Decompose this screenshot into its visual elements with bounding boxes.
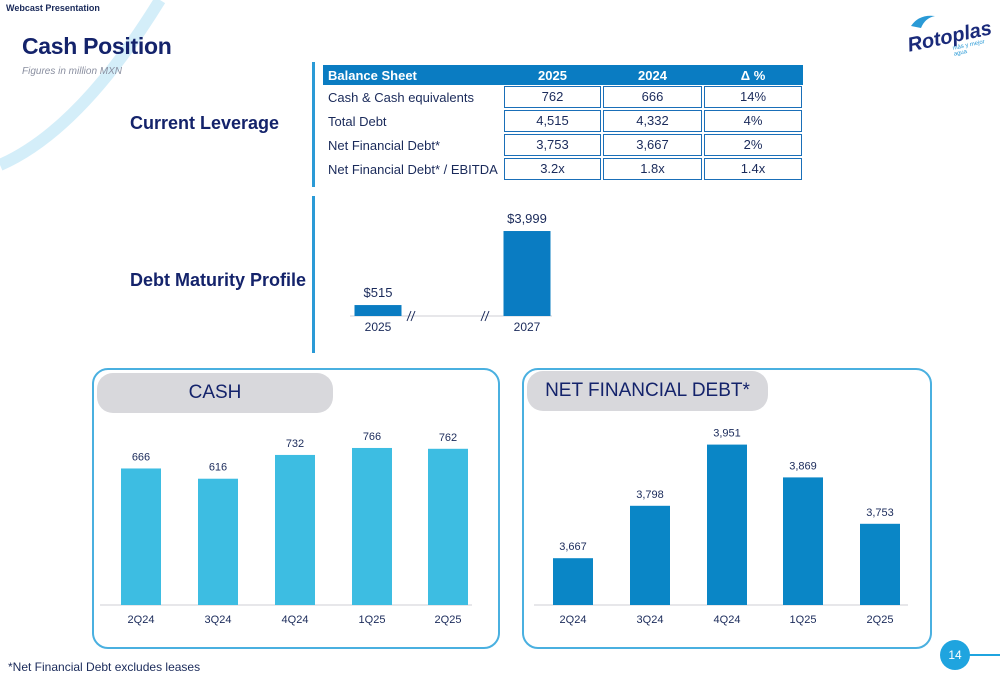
value-label: 732	[286, 438, 304, 450]
column-header: 2025	[503, 65, 602, 85]
cash-title-pill: CASH	[97, 373, 333, 413]
category-label: 4Q24	[282, 614, 309, 626]
category-label: 4Q24	[714, 614, 741, 626]
balance-sheet-table: Balance Sheet 2025 2024 Δ % Cash & Cash …	[323, 65, 803, 181]
category-label: 1Q25	[790, 614, 817, 626]
value-label: 3,753	[866, 507, 894, 519]
row-label: Net Financial Debt*	[328, 137, 440, 153]
value-delta: 4%	[704, 110, 802, 132]
value-2025: 3.2x	[504, 158, 601, 180]
column-header: Δ %	[703, 65, 803, 85]
value-2024: 1.8x	[603, 158, 702, 180]
category-label: 2027	[514, 320, 541, 334]
category-label: 3Q24	[205, 614, 232, 626]
value-delta: 2%	[704, 134, 802, 156]
category-label: 1Q25	[359, 614, 386, 626]
page-title: Cash Position	[22, 33, 172, 59]
value-label: 3,951	[713, 428, 741, 440]
value-2025: 762	[504, 86, 601, 108]
value-label: 3,869	[789, 460, 817, 472]
presentation-label: Webcast Presentation	[6, 3, 100, 13]
bar-2Q24	[553, 558, 593, 605]
maturity-divider	[312, 196, 315, 353]
value-2025: 4,515	[504, 110, 601, 132]
category-label: 2025	[365, 320, 392, 334]
table-row: Cash & Cash equivalents 762 666 14%	[323, 85, 803, 109]
table-row: Net Financial Debt* 3,753 3,667 2%	[323, 133, 803, 157]
bar-4Q24	[707, 444, 747, 605]
current-leverage-label: Current Leverage	[130, 113, 280, 133]
net-debt-title-pill: NET FINANCIAL DEBT*	[527, 371, 768, 411]
bar-3Q24	[630, 505, 670, 605]
value-label: $3,999	[507, 211, 547, 226]
page-number: 14	[940, 640, 970, 670]
bar-2025	[354, 305, 402, 316]
footnote: *Net Financial Debt excludes leases	[8, 660, 201, 674]
bar-2Q25	[860, 523, 900, 605]
cash-chart: 666 2Q24 616 3Q24 732 4Q24 766 1Q25 762 2Q25	[100, 431, 472, 626]
debt-maturity-chart: $515 2025 $3,999 2027	[350, 211, 552, 334]
axis-break-mark	[480, 310, 486, 322]
bar-4Q24	[275, 454, 315, 605]
value-label: 616	[209, 462, 227, 474]
value-label: 762	[439, 432, 457, 444]
net-debt-chart: 3,667 2Q24 3,798 3Q24 3,951 4Q24 3,869 1Q25 3,75…	[534, 428, 908, 626]
value-label: 766	[363, 431, 381, 443]
value-label: 3,667	[559, 541, 587, 553]
table-row: Net Financial Debt* / EBITDA 3.2x 1.8x 1…	[323, 157, 803, 181]
table-header-row: Balance Sheet 2025 2024 Δ %	[323, 65, 803, 85]
value-2024: 4,332	[603, 110, 702, 132]
value-label: 3,798	[636, 489, 664, 501]
page-line	[968, 654, 1000, 656]
decorative-arc	[0, 0, 166, 171]
column-header: 2024	[602, 65, 703, 85]
bar-2Q25	[428, 448, 468, 605]
bar-1Q25	[352, 447, 392, 605]
category-label: 3Q24	[637, 614, 664, 626]
category-label: 2Q24	[128, 614, 155, 626]
axis-break-mark	[410, 310, 416, 322]
value-delta: 1.4x	[704, 158, 802, 180]
leverage-divider	[312, 62, 315, 187]
value-2024: 666	[603, 86, 702, 108]
column-header: Balance Sheet	[323, 65, 503, 85]
rotoplas-logo: Rotoplas más y mejor agua	[895, 12, 994, 58]
value-2025: 3,753	[504, 134, 601, 156]
bar-2027	[503, 231, 551, 316]
debt-maturity-label: Debt Maturity Profile	[130, 270, 307, 290]
bar-2Q24	[121, 468, 161, 605]
category-label: 2Q24	[560, 614, 587, 626]
page-subtitle: Figures in million MXN	[22, 66, 123, 77]
value-label: $515	[364, 285, 393, 300]
category-label: 2Q25	[867, 614, 894, 626]
row-label: Total Debt	[328, 113, 387, 129]
bar-1Q25	[783, 477, 823, 605]
category-label: 2Q25	[435, 614, 462, 626]
table-row: Total Debt 4,515 4,332 4%	[323, 109, 803, 133]
row-label: Net Financial Debt* / EBITDA	[328, 161, 498, 177]
bar-3Q24	[198, 478, 238, 605]
value-label: 666	[132, 451, 150, 463]
value-delta: 14%	[704, 86, 802, 108]
row-label: Cash & Cash equivalents	[328, 89, 474, 105]
axis-break-mark	[406, 310, 412, 322]
axis-break-mark	[484, 310, 490, 322]
logo-drop-icon	[911, 15, 935, 28]
value-2024: 3,667	[603, 134, 702, 156]
